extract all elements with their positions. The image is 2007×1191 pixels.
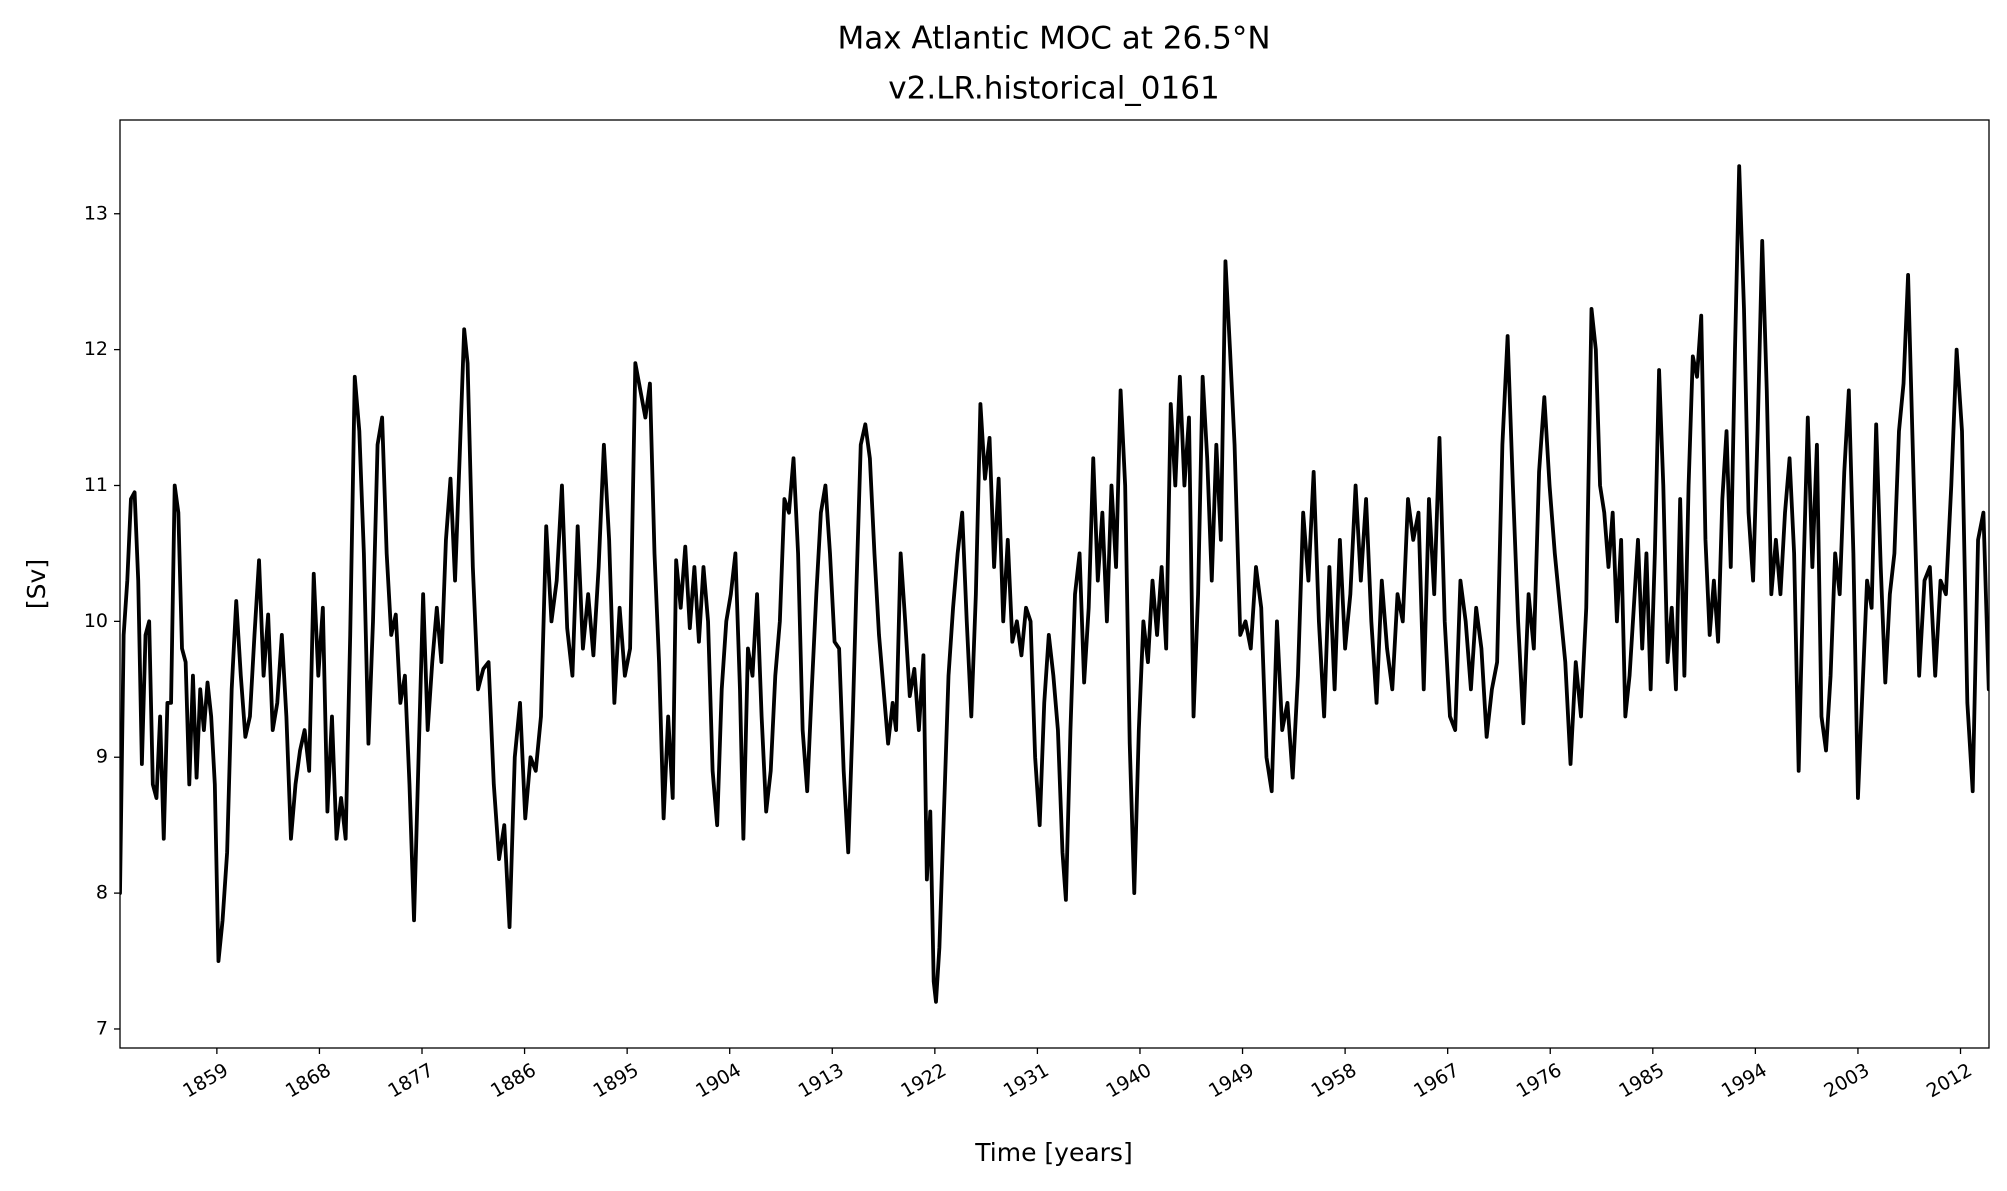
- x-tick-label: 1958: [1308, 1059, 1361, 1102]
- plot-frame: [119, 119, 1990, 1049]
- chart-title: Max Atlantic MOC at 26.5°N: [837, 21, 1270, 57]
- x-tick-label: 1886: [487, 1059, 540, 1102]
- x-tick-label: 1940: [1102, 1059, 1155, 1102]
- y-tick-label: 9: [96, 746, 108, 768]
- y-tick-label: 12: [84, 338, 108, 360]
- x-tick-label: 1877: [384, 1059, 437, 1102]
- y-tick-label: 7: [96, 1017, 108, 1039]
- x-tick-label: 1913: [795, 1059, 848, 1102]
- data-line: [120, 164, 1989, 1004]
- x-tick-label: 1967: [1410, 1059, 1463, 1102]
- x-axis-label: Time [years]: [974, 1138, 1132, 1167]
- y-tick-label: 13: [84, 202, 108, 224]
- x-tick-label: 1895: [590, 1059, 643, 1102]
- x-tick-label: 1931: [1000, 1059, 1053, 1102]
- y-tick-label: 11: [84, 474, 108, 496]
- x-tick-label: 1904: [692, 1059, 745, 1102]
- x-tick-label: 2003: [1820, 1059, 1873, 1102]
- x-tick-label: 1868: [282, 1059, 335, 1102]
- x-tick-label: 1949: [1205, 1059, 1258, 1102]
- y-tick-label: 8: [96, 882, 108, 904]
- x-tick-label: 2012: [1923, 1059, 1976, 1102]
- x-tick-label: 1859: [179, 1059, 232, 1102]
- x-tick-label: 1922: [897, 1059, 950, 1102]
- x-tick-label: 1976: [1513, 1059, 1566, 1102]
- chart-subtitle: v2.LR.historical_0161: [888, 71, 1219, 107]
- x-tick-label: 1994: [1718, 1059, 1771, 1102]
- y-tick-label: 10: [84, 610, 108, 632]
- x-tick-label: 1985: [1615, 1059, 1668, 1102]
- y-axis-label: [Sv]: [22, 559, 51, 609]
